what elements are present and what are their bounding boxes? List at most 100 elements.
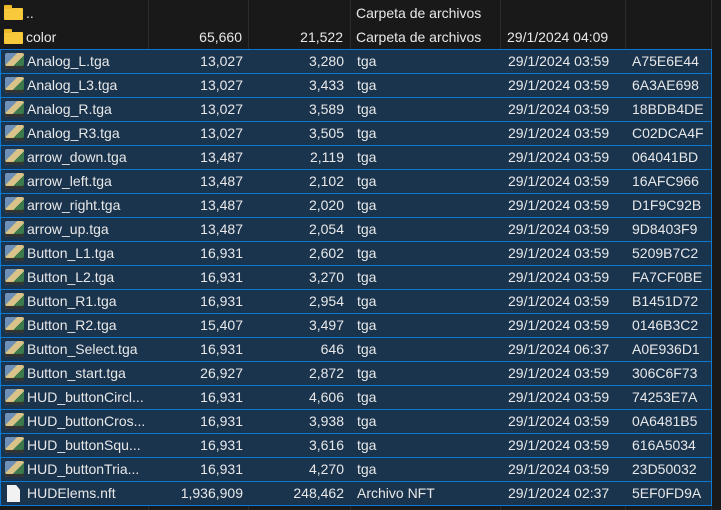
cell-name: Analog_R.tga [27, 101, 112, 117]
cell-type: tga [357, 365, 377, 381]
file-row[interactable]: .. Carpeta de archivos [0, 2, 721, 26]
cell-name: color [26, 29, 57, 45]
cell-date: 29/1/2024 06:37 [508, 341, 610, 357]
cell-packed: 2,054 [308, 221, 344, 237]
cell-crc: 616A5034 [632, 437, 696, 453]
file-row[interactable]: arrow_right.tga 13,487 2,020 tga 29/1/2024 0… [0, 193, 712, 218]
cell-type: tga [357, 245, 377, 261]
cell-packed: 3,270 [308, 269, 344, 285]
cell-crc: 6A3AE698 [632, 77, 699, 93]
cell-type: Carpeta de archivos [356, 29, 482, 45]
file-row[interactable]: Analog_R3.tga 13,027 3,505 tga 29/1/2024 03:… [0, 121, 712, 146]
file-row[interactable]: Analog_L3.tga 13,027 3,433 tga 29/1/2024 03:… [0, 73, 712, 98]
cell-size: 16,931 [200, 437, 243, 453]
cell-date: 29/1/2024 03:59 [508, 77, 610, 93]
cell-date: 29/1/2024 02:37 [508, 485, 610, 501]
cell-type: tga [357, 221, 377, 237]
cell-size: 16,931 [200, 245, 243, 261]
cell-crc: 064041BD [632, 149, 699, 165]
cell-size [150, 2, 242, 24]
cell-date: 29/1/2024 03:59 [508, 293, 610, 309]
cell-date: 29/1/2024 03:59 [508, 173, 610, 189]
cell-packed: 3,280 [308, 53, 344, 69]
cell-name: Analog_L.tga [27, 53, 110, 69]
file-row[interactable]: arrow_up.tga 13,487 2,054 tga 29/1/2024 03:5… [0, 217, 712, 242]
cell-packed: 21,522 [300, 29, 343, 45]
cell-crc: A75E6E44 [632, 53, 699, 69]
cell-packed: 646 [320, 341, 344, 357]
cell-date: 29/1/2024 03:59 [508, 269, 610, 285]
file-row[interactable]: Button_Select.tga 16,931 646 tga 29/1/2024 0… [0, 337, 712, 362]
cell-type: Archivo NFT [357, 485, 435, 501]
cell-type: tga [357, 317, 377, 333]
file-row[interactable]: color 65,660 21,522 Carpeta de archivos 29/1… [0, 26, 721, 50]
image-icon [5, 221, 24, 237]
file-row[interactable]: HUDElems.nft 1,936,909 248,462 Archivo NFT 2… [0, 481, 712, 506]
file-row[interactable]: Analog_L.tga 13,027 3,280 tga 29/1/2024 03:5… [0, 49, 712, 74]
file-row[interactable]: Button_R1.tga 16,931 2,954 tga 29/1/2024 03:… [0, 289, 712, 314]
cell-date: 29/1/2024 03:59 [508, 197, 610, 213]
file-row[interactable]: HUD_buttonTria... 16,931 4,270 tga 29/1/2024… [0, 457, 712, 482]
cell-date: 29/1/2024 03:59 [508, 437, 610, 453]
cell-type: tga [357, 293, 377, 309]
cell-packed: 4,270 [308, 461, 344, 477]
file-row[interactable]: HUD_buttonCircl... 16,931 4,606 tga 29/1/202… [0, 385, 712, 410]
cell-packed: 2,602 [308, 245, 344, 261]
cell-packed: 3,616 [308, 437, 344, 453]
cell-size: 13,027 [200, 125, 243, 141]
file-row[interactable]: Button_start.tga 26,927 2,872 tga 29/1/2024 … [0, 361, 712, 386]
file-row[interactable]: Analog_R.tga 13,027 3,589 tga 29/1/2024 03:5… [0, 97, 712, 122]
cell-type: tga [357, 389, 377, 405]
file-icon [7, 485, 20, 502]
cell-packed: 3,938 [308, 413, 344, 429]
cell-size: 26,927 [200, 365, 243, 381]
image-icon [5, 125, 24, 141]
cell-name: Button_L2.tga [27, 269, 115, 285]
cell-crc: 5EF0FD9A [632, 485, 702, 501]
cell-name: Analog_R3.tga [27, 125, 120, 141]
image-icon [5, 149, 24, 165]
cell-name: .. [26, 5, 34, 21]
cell-crc: 74253E7A [632, 389, 698, 405]
file-row[interactable]: arrow_left.tga 13,487 2,102 tga 29/1/2024 03… [0, 169, 712, 194]
cell-date: 29/1/2024 03:59 [508, 365, 610, 381]
cell-date: 29/1/2024 03:59 [508, 389, 610, 405]
cell-packed: 3,497 [308, 317, 344, 333]
cell-crc: B1451D72 [632, 293, 699, 309]
cell-size: 13,027 [200, 53, 243, 69]
cell-type: tga [357, 173, 377, 189]
file-row[interactable]: HUD_buttonCros... 16,931 3,938 tga 29/1/2024… [0, 409, 712, 434]
cell-type: tga [357, 197, 377, 213]
cell-date: 29/1/2024 03:59 [508, 317, 610, 333]
image-icon [5, 245, 24, 261]
cell-name: Button_R1.tga [27, 293, 117, 309]
file-row[interactable]: HUD_buttonSqu... 16,931 3,616 tga 29/1/2024 … [0, 433, 712, 458]
cell-date: 29/1/2024 03:59 [508, 245, 610, 261]
cell-name: Button_L1.tga [27, 245, 115, 261]
file-row[interactable]: Button_L1.tga 16,931 2,602 tga 29/1/2024 03:… [0, 241, 712, 266]
image-icon [5, 53, 24, 69]
cell-crc: 9D8403F9 [632, 221, 698, 237]
cell-size: 15,407 [200, 317, 243, 333]
cell-type: tga [357, 413, 377, 429]
cell-name: arrow_right.tga [27, 197, 121, 213]
cell-name: HUD_buttonCros... [27, 413, 146, 429]
cell-crc: D1F9C92B [632, 197, 702, 213]
cell-crc: 0A6481B5 [632, 413, 698, 429]
cell-size: 13,487 [200, 173, 243, 189]
cell-type: tga [357, 461, 377, 477]
image-icon [5, 413, 24, 429]
image-icon [5, 389, 24, 405]
file-row[interactable]: Button_L2.tga 16,931 3,270 tga 29/1/2024 03:… [0, 265, 712, 290]
file-row[interactable]: Button_R2.tga 15,407 3,497 tga 29/1/2024 03:… [0, 313, 712, 338]
cell-size: 13,487 [200, 221, 243, 237]
cell-size: 16,931 [200, 269, 243, 285]
image-icon [5, 461, 24, 477]
cell-name: Button_Select.tga [27, 341, 138, 357]
cell-name: arrow_down.tga [27, 149, 127, 165]
file-row[interactable]: arrow_down.tga 13,487 2,119 tga 29/1/2024 03… [0, 145, 712, 170]
cell-size: 16,931 [200, 461, 243, 477]
cell-date [507, 2, 622, 24]
cell-size: 13,487 [200, 149, 243, 165]
